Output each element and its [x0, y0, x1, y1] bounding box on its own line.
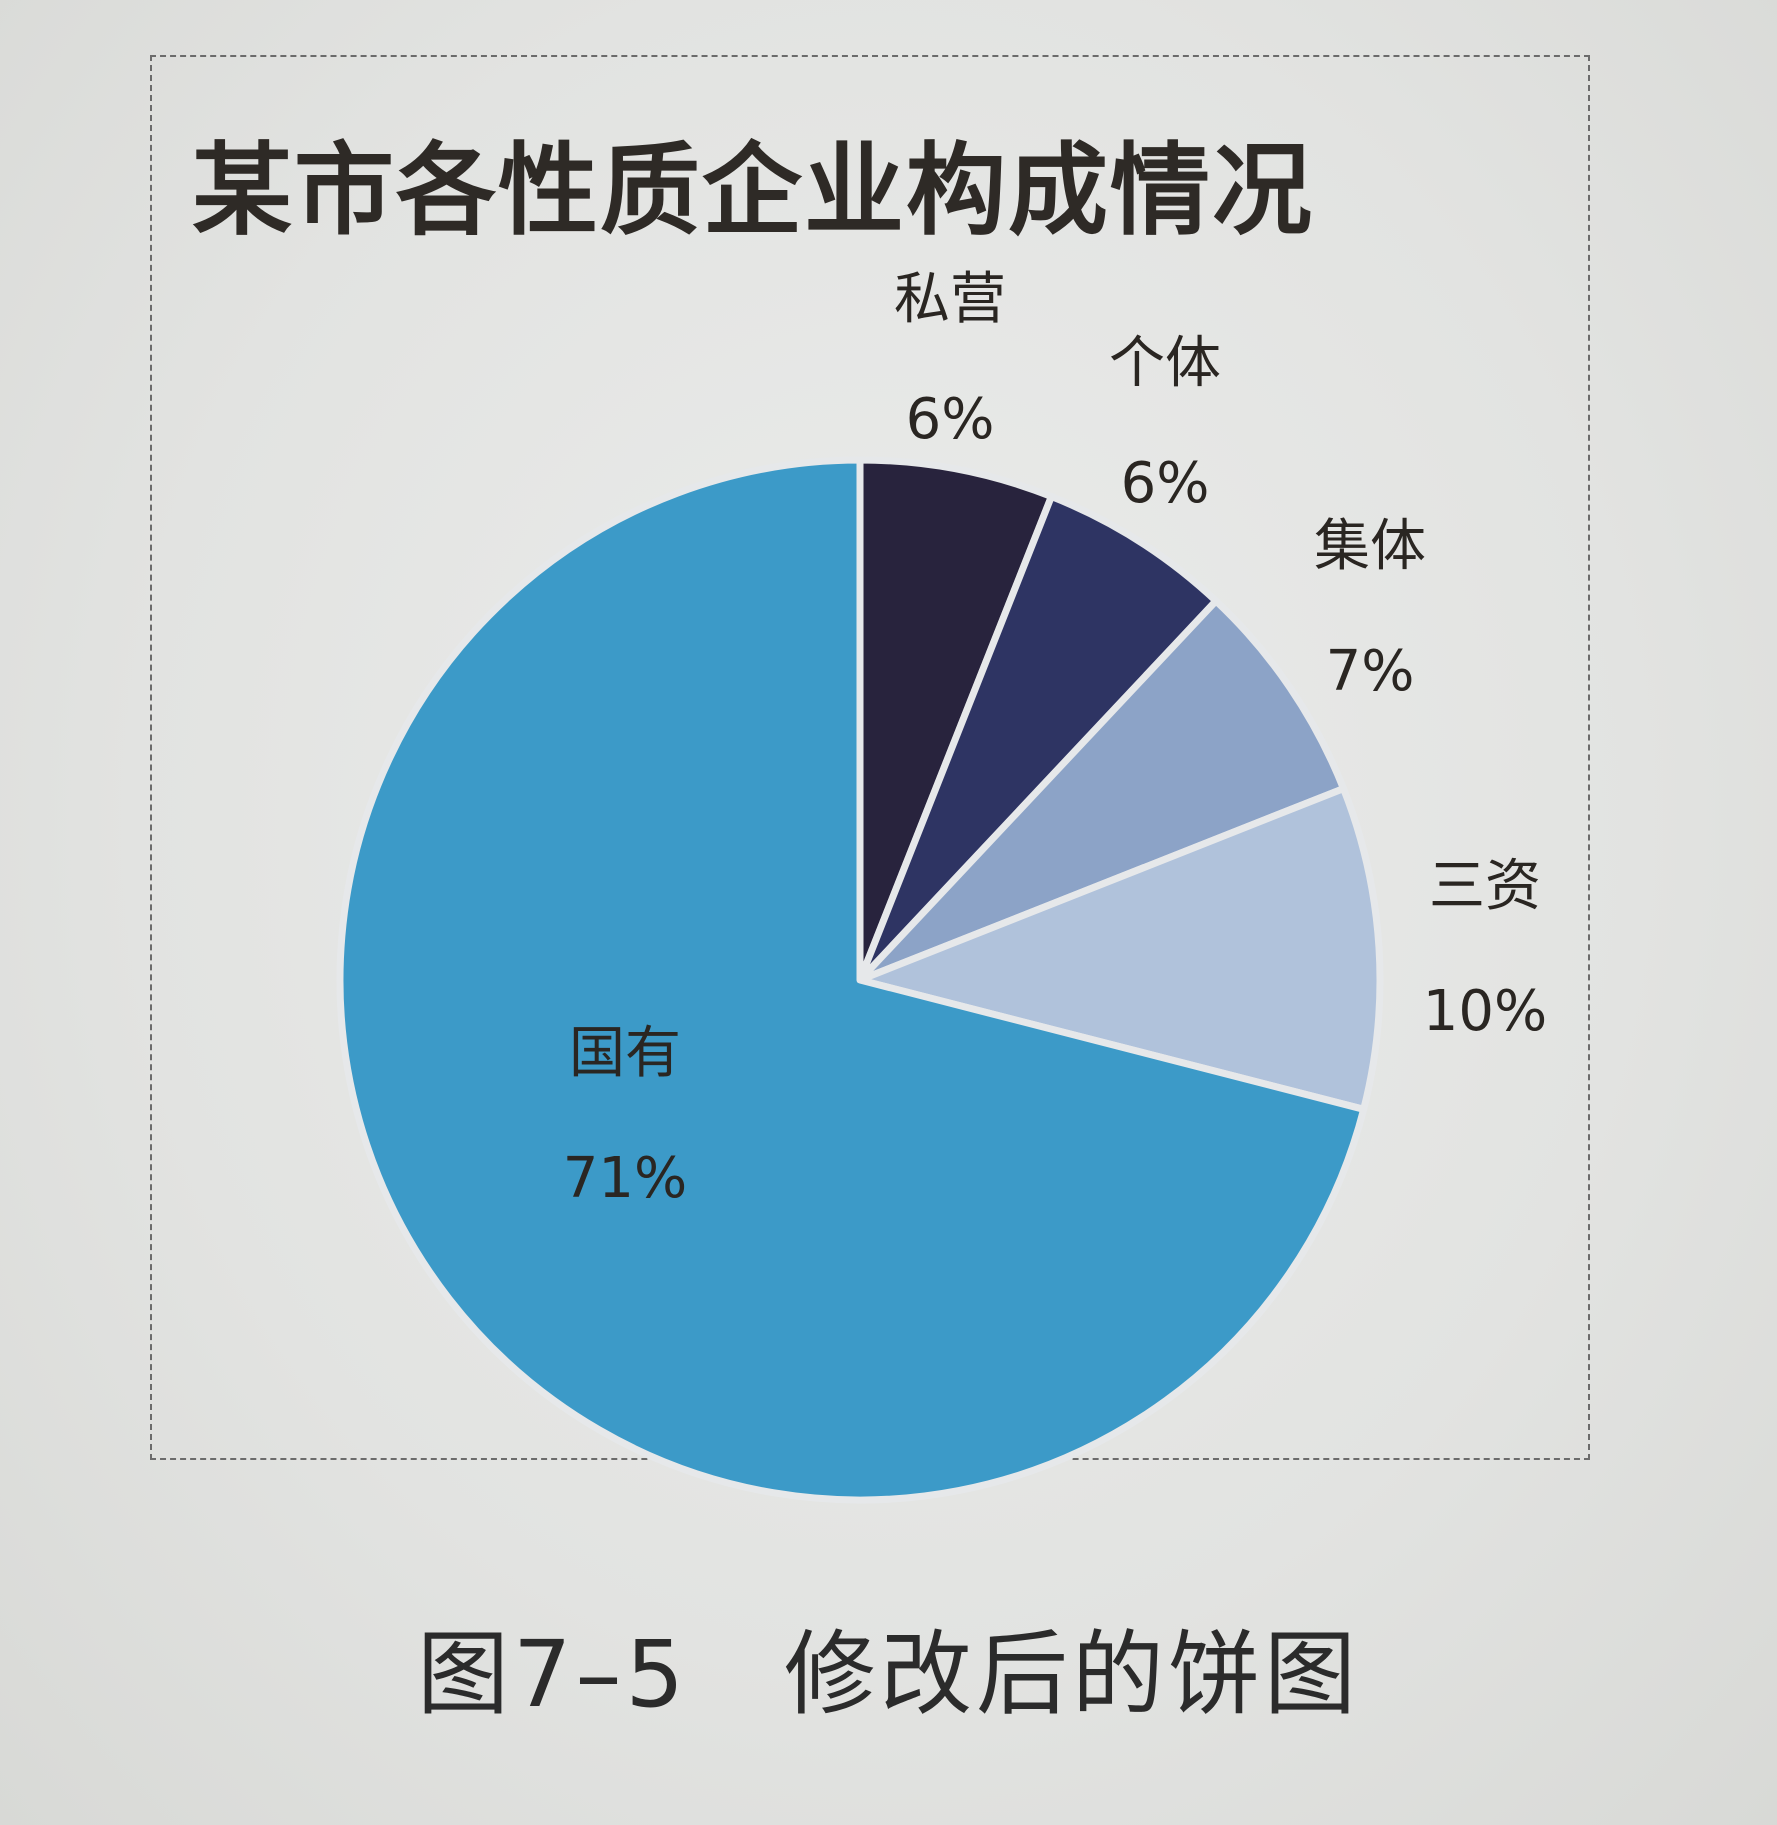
slice-category-label: 个体 — [1109, 331, 1221, 396]
pie-slice-国有 — [336, 456, 1368, 1504]
pie-slice-集体 — [856, 597, 1347, 984]
slice-category-label: 集体 — [1314, 514, 1426, 579]
slice-category-label: 三资 — [1429, 854, 1541, 919]
pie-slice-个体 — [856, 493, 1220, 984]
pie-slices — [336, 456, 1384, 1504]
pie-slice-三资 — [856, 785, 1384, 1113]
pie-labels: 私营 6% 个体 6% 集体 7% 三资 10% 国有 71% — [563, 267, 1547, 1211]
slice-value-label: 6% — [1121, 451, 1210, 516]
chart-title: 某市各性质企业构成情况 — [192, 132, 1314, 249]
figure-caption: 图7–5 修改后的饼图 — [416, 1621, 1361, 1728]
slice-value-label: 71% — [563, 1146, 687, 1211]
slice-category-label: 国有 — [569, 1021, 681, 1086]
pie-chart: 某市各性质企业构成情况 私营 6% 个体 6% 集体 7% 三资 10% 国有 71% — [192, 132, 1548, 1504]
slice-value-label: 10% — [1423, 979, 1547, 1044]
slice-category-label: 私营 — [894, 267, 1006, 332]
slice-value-label: 6% — [906, 387, 995, 452]
slice-value-label: 7% — [1326, 639, 1415, 704]
